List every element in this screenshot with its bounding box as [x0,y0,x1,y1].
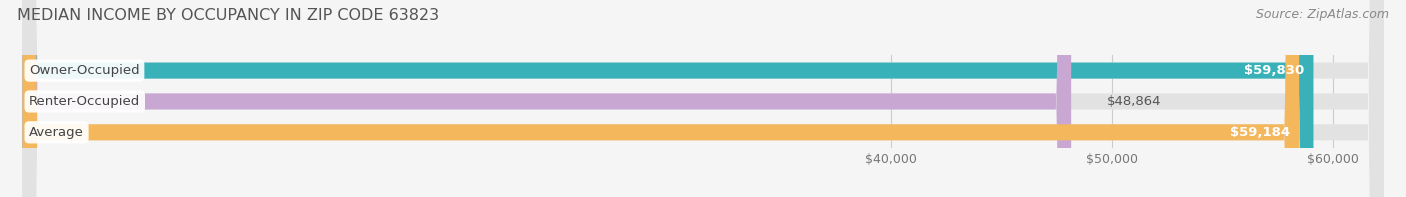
Text: Owner-Occupied: Owner-Occupied [30,64,139,77]
FancyBboxPatch shape [22,0,1299,197]
FancyBboxPatch shape [22,0,1384,197]
Text: Renter-Occupied: Renter-Occupied [30,95,141,108]
FancyBboxPatch shape [22,0,1313,197]
Text: Source: ZipAtlas.com: Source: ZipAtlas.com [1256,8,1389,21]
FancyBboxPatch shape [22,0,1384,197]
FancyBboxPatch shape [22,0,1071,197]
Text: MEDIAN INCOME BY OCCUPANCY IN ZIP CODE 63823: MEDIAN INCOME BY OCCUPANCY IN ZIP CODE 6… [17,8,439,23]
Text: Average: Average [30,126,84,139]
FancyBboxPatch shape [22,0,1384,197]
Text: $59,184: $59,184 [1230,126,1291,139]
Text: $59,830: $59,830 [1244,64,1305,77]
Text: $48,864: $48,864 [1107,95,1161,108]
